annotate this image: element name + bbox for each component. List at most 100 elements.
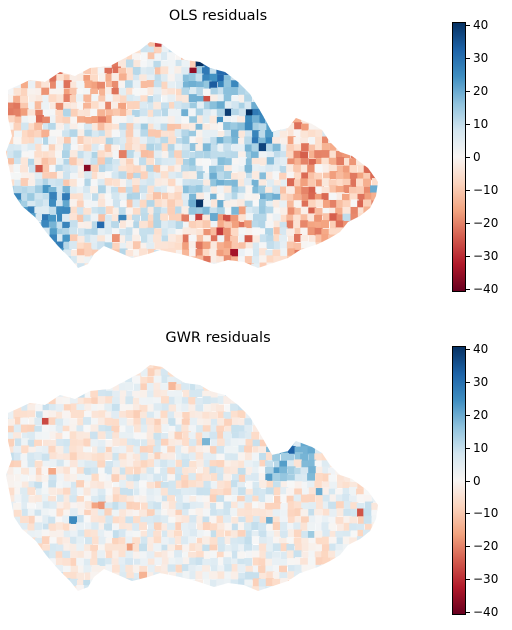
gwr-residual-cell xyxy=(216,453,225,462)
gwr-residual-cell xyxy=(160,515,169,524)
ols-residual-cell xyxy=(308,136,317,145)
ols-residual-cell xyxy=(237,256,246,265)
gwr-residual-cell xyxy=(35,586,44,591)
gwr-residual-cell xyxy=(300,396,309,405)
gwr-residual-cell xyxy=(34,460,43,469)
ols-residual-cell xyxy=(202,115,211,124)
gwr-residual-cell xyxy=(335,375,344,384)
gwr-residual-cell xyxy=(371,397,378,406)
gwr-residual-cell xyxy=(91,564,100,573)
colorbar-tick xyxy=(466,480,470,482)
gwr-residual-cell xyxy=(363,529,372,538)
gwr-residual-cell xyxy=(335,488,344,497)
gwr-residual-cell xyxy=(230,586,239,591)
ols-residual-cell xyxy=(160,130,169,139)
ols-residual-cell xyxy=(97,81,106,90)
gwr-residual-cell xyxy=(279,411,288,420)
ols-residual-cell xyxy=(202,248,211,257)
ols-residual-cell xyxy=(69,74,78,83)
gwr-residual-cell xyxy=(69,424,78,433)
gwr-residual-cell xyxy=(174,550,183,559)
gwr-residual-cell xyxy=(14,494,23,503)
gwr-residual-cell xyxy=(50,355,58,363)
gwr-residual-cell xyxy=(363,494,372,503)
gwr-residual-cell xyxy=(238,593,246,601)
gwr-residual-cell xyxy=(69,601,77,609)
gwr-residual-cell xyxy=(371,551,378,560)
ols-residual-cell xyxy=(76,248,85,257)
gwr-residual-cell xyxy=(272,446,281,455)
gwr-residual-cell xyxy=(379,370,387,378)
ols-residual-cell xyxy=(294,158,303,167)
gwr-residual-cell xyxy=(126,452,135,461)
gwr-residual-cell xyxy=(97,446,106,455)
ols-residual-cell xyxy=(223,74,232,83)
gwr-residual-cell xyxy=(357,418,366,427)
gwr-residual-cell xyxy=(13,467,22,476)
gwr-residual-cell xyxy=(77,418,86,427)
ols-residual-cell xyxy=(203,199,212,208)
gwr-residual-cell xyxy=(245,439,254,448)
ols-residual-cell xyxy=(153,234,162,243)
gwr-residual-cell xyxy=(245,404,254,413)
ols-residual-cell xyxy=(20,80,29,89)
ols-residual-cell xyxy=(7,151,16,160)
ols-residual-cell xyxy=(321,220,330,229)
ols-residual-cell xyxy=(294,207,303,216)
ols-residual-cell xyxy=(217,200,226,209)
gwr-residual-cell xyxy=(42,564,51,573)
ols-residual-cell xyxy=(13,136,22,145)
gwr-residual-cell xyxy=(342,558,351,567)
ols-residual-cell xyxy=(105,164,114,173)
ols-residual-cell xyxy=(307,178,316,187)
ols-residual-cell xyxy=(210,193,219,202)
ols-residual-cell xyxy=(273,179,282,188)
ols-residual-cell xyxy=(202,158,211,167)
gwr-residual-cell xyxy=(363,417,372,426)
gwr-residual-cell xyxy=(315,375,324,384)
ols-residual-cell xyxy=(48,199,57,208)
ols-residual-cell xyxy=(196,165,205,174)
gwr-residual-cell xyxy=(91,522,100,531)
gwr-residual-cell xyxy=(41,466,50,475)
gwr-residual-cell xyxy=(266,599,274,607)
gwr-residual-cell xyxy=(328,365,337,371)
gwr-residual-cell xyxy=(258,537,267,546)
gwr-residual-cell xyxy=(286,600,294,608)
gwr-residual-cell xyxy=(7,571,16,580)
ols-residual-cell xyxy=(140,150,149,159)
gwr-residual-cell xyxy=(301,417,310,426)
gwr-residual-cell xyxy=(273,411,282,420)
gwr-residual-cell xyxy=(112,481,121,490)
ols-residual-cell xyxy=(238,151,247,160)
ols-residual-cell xyxy=(343,172,352,181)
gwr-residual-cell xyxy=(181,446,190,455)
gwr-residual-cell xyxy=(168,438,177,447)
ols-residual-cell xyxy=(202,241,211,250)
gwr-residual-cell xyxy=(336,523,345,532)
gwr-residual-cell xyxy=(6,432,15,441)
ols-residual-cell xyxy=(350,213,359,222)
gwr-residual-cell xyxy=(307,480,316,489)
ols-residual-cell xyxy=(161,158,170,167)
gwr-residual-cell xyxy=(202,558,211,567)
gwr-residual-cell xyxy=(343,522,352,531)
ols-residual-cell xyxy=(139,143,148,152)
gwr-residual-cell xyxy=(22,355,30,362)
gwr-residual-cell xyxy=(13,543,22,552)
ols-residual-cell xyxy=(343,158,352,167)
gwr-residual-cell xyxy=(125,369,134,378)
gwr-residual-cell xyxy=(175,365,184,371)
ols-residual-cell xyxy=(216,108,225,117)
gwr-residual-cell xyxy=(196,439,205,448)
gwr-residual-cell xyxy=(379,495,387,503)
gwr-residual-cell xyxy=(363,543,372,552)
gwr-residual-cell xyxy=(281,355,289,363)
gwr-residual-cell xyxy=(308,466,317,475)
gwr-residual-cell xyxy=(252,508,261,517)
gwr-residual-cell xyxy=(112,432,121,441)
gwr-residual-cell xyxy=(202,544,211,553)
gwr-residual-cell xyxy=(167,495,176,504)
gwr-residual-cell xyxy=(48,397,57,406)
gwr-residual-cell xyxy=(14,397,23,406)
